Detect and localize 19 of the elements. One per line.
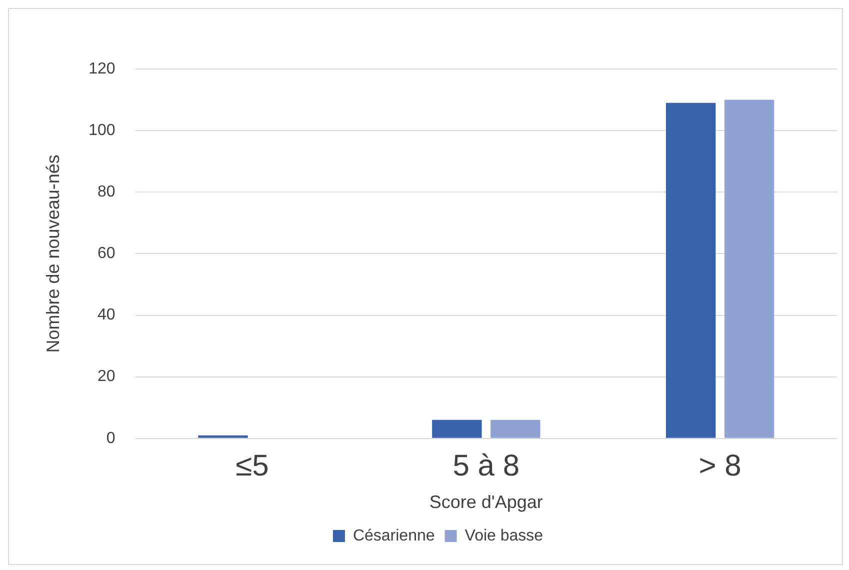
bar — [666, 102, 716, 438]
bar — [198, 435, 248, 438]
y-tick-label: 80 — [98, 184, 116, 201]
y-tick-label: 20 — [98, 368, 116, 386]
bar — [490, 420, 540, 438]
y-tick-label: 60 — [98, 245, 116, 262]
x-tick-label: > 8 — [698, 450, 742, 483]
x-axis-title: Score d'Apgar — [429, 492, 543, 512]
bar — [724, 100, 774, 438]
x-tick-label: 5 à 8 — [452, 450, 520, 483]
y-axis-title: Nombre de nouveau-nés — [42, 154, 63, 353]
legend-label: Voie basse — [464, 527, 544, 544]
bar — [432, 420, 482, 438]
legend-label: Césarienne — [352, 527, 435, 544]
x-tick-label: ≤5 — [236, 450, 269, 483]
y-tick-label: 120 — [88, 60, 116, 78]
y-tick-label: 100 — [88, 122, 116, 139]
y-tick-label: 0 — [106, 430, 116, 447]
y-tick-label: 40 — [98, 306, 116, 324]
